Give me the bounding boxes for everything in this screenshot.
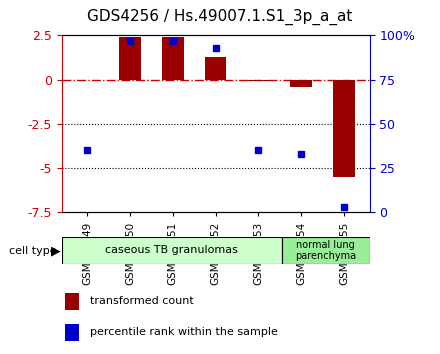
Bar xyxy=(162,37,183,80)
Bar xyxy=(290,80,312,87)
Text: transformed count: transformed count xyxy=(90,296,194,306)
Bar xyxy=(119,37,141,80)
Bar xyxy=(333,80,355,177)
Text: ▶: ▶ xyxy=(51,245,60,257)
Bar xyxy=(282,237,370,264)
Bar xyxy=(248,80,269,81)
Bar xyxy=(62,237,282,264)
Text: percentile rank within the sample: percentile rank within the sample xyxy=(90,327,278,337)
Bar xyxy=(205,57,226,80)
Text: normal lung
parenchyma: normal lung parenchyma xyxy=(295,240,356,261)
Text: caseous TB granulomas: caseous TB granulomas xyxy=(105,245,238,256)
Bar xyxy=(65,324,79,341)
Bar xyxy=(65,293,79,310)
Text: GDS4256 / Hs.49007.1.S1_3p_a_at: GDS4256 / Hs.49007.1.S1_3p_a_at xyxy=(87,9,353,25)
Text: cell type: cell type xyxy=(9,246,56,256)
